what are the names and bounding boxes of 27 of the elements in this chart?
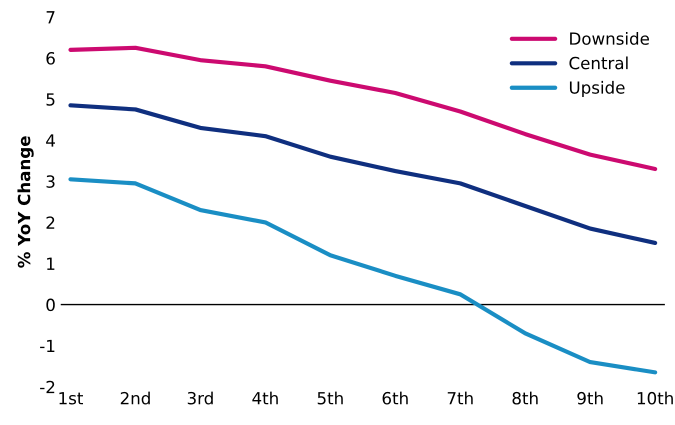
y-tick-label: -1 [40, 340, 54, 352]
y-tick-label: 5 [46, 93, 54, 106]
y-axis-title: % YoY Change [17, 136, 34, 268]
y-tick-label: 3 [46, 175, 55, 188]
x-tick-label: 2nd [120, 392, 150, 405]
line-series [68, 46, 658, 172]
y-tick-label: 2 [46, 216, 54, 229]
x-tick-label: 3rd [188, 392, 213, 405]
x-tick-label: 4th [252, 392, 278, 404]
y-tick-label: 4 [46, 134, 55, 147]
y-tick-label: 7 [46, 11, 54, 24]
x-tick-label: 6th [382, 392, 408, 405]
y-tick-label: 1 [47, 258, 54, 270]
x-tick-label: 5th [318, 392, 343, 405]
legend-label: Downside [570, 32, 649, 45]
legend-label: Upside [570, 80, 625, 98]
x-tick-label: 8th [512, 392, 538, 405]
line-series [68, 103, 658, 246]
y-tick-label: 6 [46, 52, 55, 65]
line-series [68, 177, 658, 374]
x-tick-label: 1st [59, 392, 84, 405]
x-tick-label: 10th [638, 392, 673, 405]
y-tick-label: -2 [40, 380, 54, 394]
y-tick-label: 0 [46, 298, 55, 312]
x-tick-label: 7th [448, 392, 473, 404]
legend-label: Central [569, 56, 628, 70]
x-tick-label: 9th [577, 392, 603, 405]
